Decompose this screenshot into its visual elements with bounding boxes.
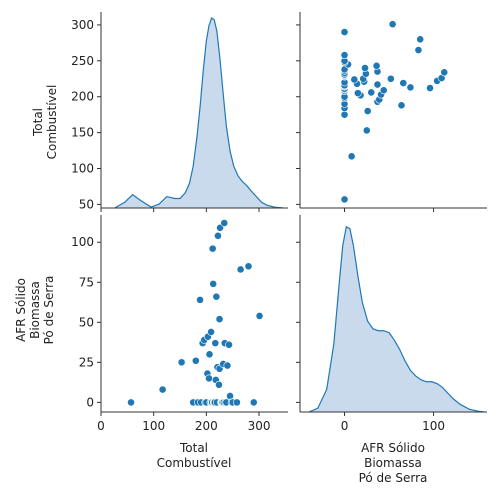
scatter-afr-total-point bbox=[397, 101, 406, 110]
scatter-afr-total-point bbox=[406, 83, 415, 92]
scatter-afr-total-point bbox=[367, 88, 376, 97]
panel-afr-vs-total bbox=[296, 12, 487, 212]
x-axis-label-afr-line3: Pó de Serra bbox=[359, 471, 428, 485]
kde-afr-line bbox=[308, 225, 485, 413]
scatter-afr-total-point bbox=[363, 107, 372, 115]
y-axis-label-total-line1: Total bbox=[31, 108, 45, 137]
scatter-total-afr-point bbox=[207, 328, 215, 336]
scatter-total-afr-point bbox=[215, 315, 224, 324]
scatter-total-afr-point bbox=[212, 292, 221, 301]
scatter-afr-total-point bbox=[426, 84, 434, 93]
y-total-tick-label: 50 bbox=[79, 197, 94, 211]
y-afr-tick-label: 75 bbox=[79, 275, 94, 289]
x-axis-label-total-line2: Combustível bbox=[157, 456, 232, 470]
y-total-tick-label: 300 bbox=[71, 18, 94, 32]
scatter-afr-total-point bbox=[347, 152, 356, 161]
x-axis-label-afr: AFR Sólido Biomassa Pó de Serra bbox=[359, 441, 428, 485]
y-afr-tick-label: 25 bbox=[79, 355, 94, 369]
scatter-total-afr-point bbox=[205, 350, 214, 359]
panel-total-total: 50 100 150 200 250 300 bbox=[71, 12, 288, 212]
x-total-tick-label: 100 bbox=[142, 419, 165, 433]
scatter-total-afr-point bbox=[196, 295, 204, 304]
scatter-total-afr-point bbox=[233, 398, 241, 407]
scatter-total-afr-point bbox=[211, 339, 220, 348]
scatter-afr-total-point bbox=[388, 20, 397, 29]
x-axis-label-afr-line2: Biomassa bbox=[364, 456, 422, 470]
scatter-afr-total-point bbox=[373, 80, 382, 89]
scatter-total-afr-point bbox=[220, 219, 229, 227]
scatter-afr-total-point bbox=[379, 86, 388, 95]
scatter-afr-total-point bbox=[340, 51, 349, 59]
scatter-afr-total-point bbox=[372, 61, 381, 70]
scatter-total-afr-point bbox=[208, 244, 217, 253]
y-axis-label-total-line2: Combustível bbox=[45, 85, 59, 160]
scatter-afr-total-point bbox=[340, 195, 349, 204]
scatter-total-afr-point bbox=[225, 340, 233, 349]
scatter-afr-total-point bbox=[353, 89, 362, 98]
y-axis-label-afr: AFR Sólido Biomassa Pó de Serra bbox=[14, 276, 56, 345]
y-total-tick-label: 150 bbox=[71, 126, 94, 140]
y-total-tick-label: 200 bbox=[71, 90, 94, 104]
y-axis-label-afr-line3: Pó de Serra bbox=[42, 276, 56, 345]
scatter-total-afr-point bbox=[249, 398, 258, 407]
scatter-total-afr-point bbox=[244, 262, 253, 271]
scatter-total-afr-point bbox=[223, 361, 232, 370]
y-afr-tick-label: 50 bbox=[79, 315, 94, 329]
scatter-afr-total-point bbox=[386, 74, 395, 83]
y-total-tick-label: 100 bbox=[71, 162, 94, 176]
kde-afr-area bbox=[308, 226, 485, 412]
scatter-afr-total-point bbox=[440, 68, 449, 77]
scatter-afr-total-point bbox=[340, 28, 349, 37]
x-axis-label-total: Total Combustível bbox=[157, 441, 232, 470]
scatter-total-afr-point bbox=[177, 358, 186, 367]
x-total-tick-label: 200 bbox=[195, 419, 218, 433]
y-axis-label-afr-line1: AFR Sólido bbox=[14, 278, 28, 342]
scatter-total-afr-point bbox=[236, 265, 245, 274]
scatter-afr-total-point bbox=[361, 64, 369, 72]
scatter-afr-total-point bbox=[340, 110, 349, 119]
y-afr-tick-label: 0 bbox=[86, 395, 94, 409]
scatter-total-afr-point bbox=[205, 374, 213, 383]
panel-afr-afr: 0 100 bbox=[296, 215, 487, 433]
y-axis-label-total: Total Combustível bbox=[31, 85, 59, 160]
kde-total-area bbox=[115, 18, 283, 208]
scatter-total-afr-point bbox=[214, 231, 222, 240]
scatter-afr-total-point bbox=[414, 46, 423, 54]
x-total-tick-label: 300 bbox=[248, 419, 271, 433]
x-total-tick-label: 0 bbox=[97, 419, 105, 433]
scatter-afr-total-point bbox=[399, 79, 408, 87]
x-afr-tick-label: 0 bbox=[341, 419, 349, 433]
scatter-total-afr-point bbox=[255, 312, 264, 320]
scatter-total-afr-point bbox=[127, 398, 135, 407]
scatter-afr-total-point bbox=[362, 126, 371, 135]
y-afr-tick-label: 100 bbox=[71, 235, 94, 249]
scatter-afr-total-point bbox=[416, 35, 425, 44]
scatter-total-afr-point bbox=[158, 385, 167, 394]
kde-total-line bbox=[114, 17, 283, 209]
scatter-total-afr-point bbox=[191, 356, 200, 365]
x-axis-label-total-line1: Total bbox=[179, 441, 208, 455]
y-axis-label-afr-line2: Biomassa bbox=[28, 281, 42, 339]
x-afr-tick-label: 100 bbox=[422, 419, 445, 433]
scatter-total-afr-point bbox=[209, 279, 218, 288]
x-axis-label-afr-line1: AFR Sólido bbox=[361, 441, 425, 455]
y-total-tick-label: 250 bbox=[71, 54, 94, 68]
panel-total-vs-afr: 0 25 50 75 100 0 100 200 300 bbox=[71, 215, 288, 433]
scatter-total-afr-point bbox=[215, 380, 223, 389]
scatter-afr-total-point bbox=[350, 75, 359, 84]
